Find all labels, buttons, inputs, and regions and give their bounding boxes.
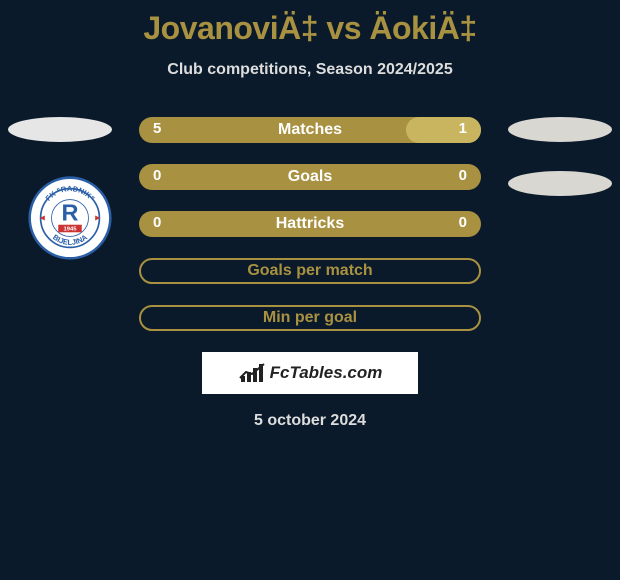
stat-bar-empty: Goals per match	[139, 258, 481, 284]
stat-value-right: 0	[459, 167, 467, 184]
stat-bar: 0 Goals 0	[139, 164, 481, 190]
club-badge-left: FK "RADNIK" BIJELJINA R 1945	[28, 176, 112, 260]
stat-row: Goals per match	[0, 258, 620, 284]
page-subtitle: Club competitions, Season 2024/2025	[0, 61, 620, 79]
stat-bar-right-fill	[406, 117, 481, 143]
stat-value-left: 5	[153, 120, 161, 137]
chart-icon	[238, 362, 266, 384]
date-text: 5 october 2024	[0, 412, 620, 430]
stat-bar: 0 Hattricks 0	[139, 211, 481, 237]
svg-text:R: R	[62, 200, 79, 226]
stat-label: Goals per match	[141, 262, 479, 280]
stat-row: Min per goal	[0, 305, 620, 331]
stat-label: Hattricks	[139, 215, 481, 233]
stat-row: 5 Matches 1	[0, 117, 620, 143]
stat-value-right: 0	[459, 214, 467, 231]
stat-value-right: 1	[459, 120, 467, 137]
stat-value-left: 0	[153, 214, 161, 231]
svg-text:1945: 1945	[63, 227, 77, 233]
page-title: JovanoviÄ‡ vs ÄokiÄ‡	[0, 0, 620, 47]
stat-label: Min per goal	[141, 309, 479, 327]
stat-bar-empty: Min per goal	[139, 305, 481, 331]
stat-value-left: 0	[153, 167, 161, 184]
stat-label: Goals	[139, 168, 481, 186]
brand-box[interactable]: FcTables.com	[202, 352, 418, 394]
brand-text: FcTables.com	[270, 363, 383, 383]
stat-bar: 5 Matches 1	[139, 117, 481, 143]
